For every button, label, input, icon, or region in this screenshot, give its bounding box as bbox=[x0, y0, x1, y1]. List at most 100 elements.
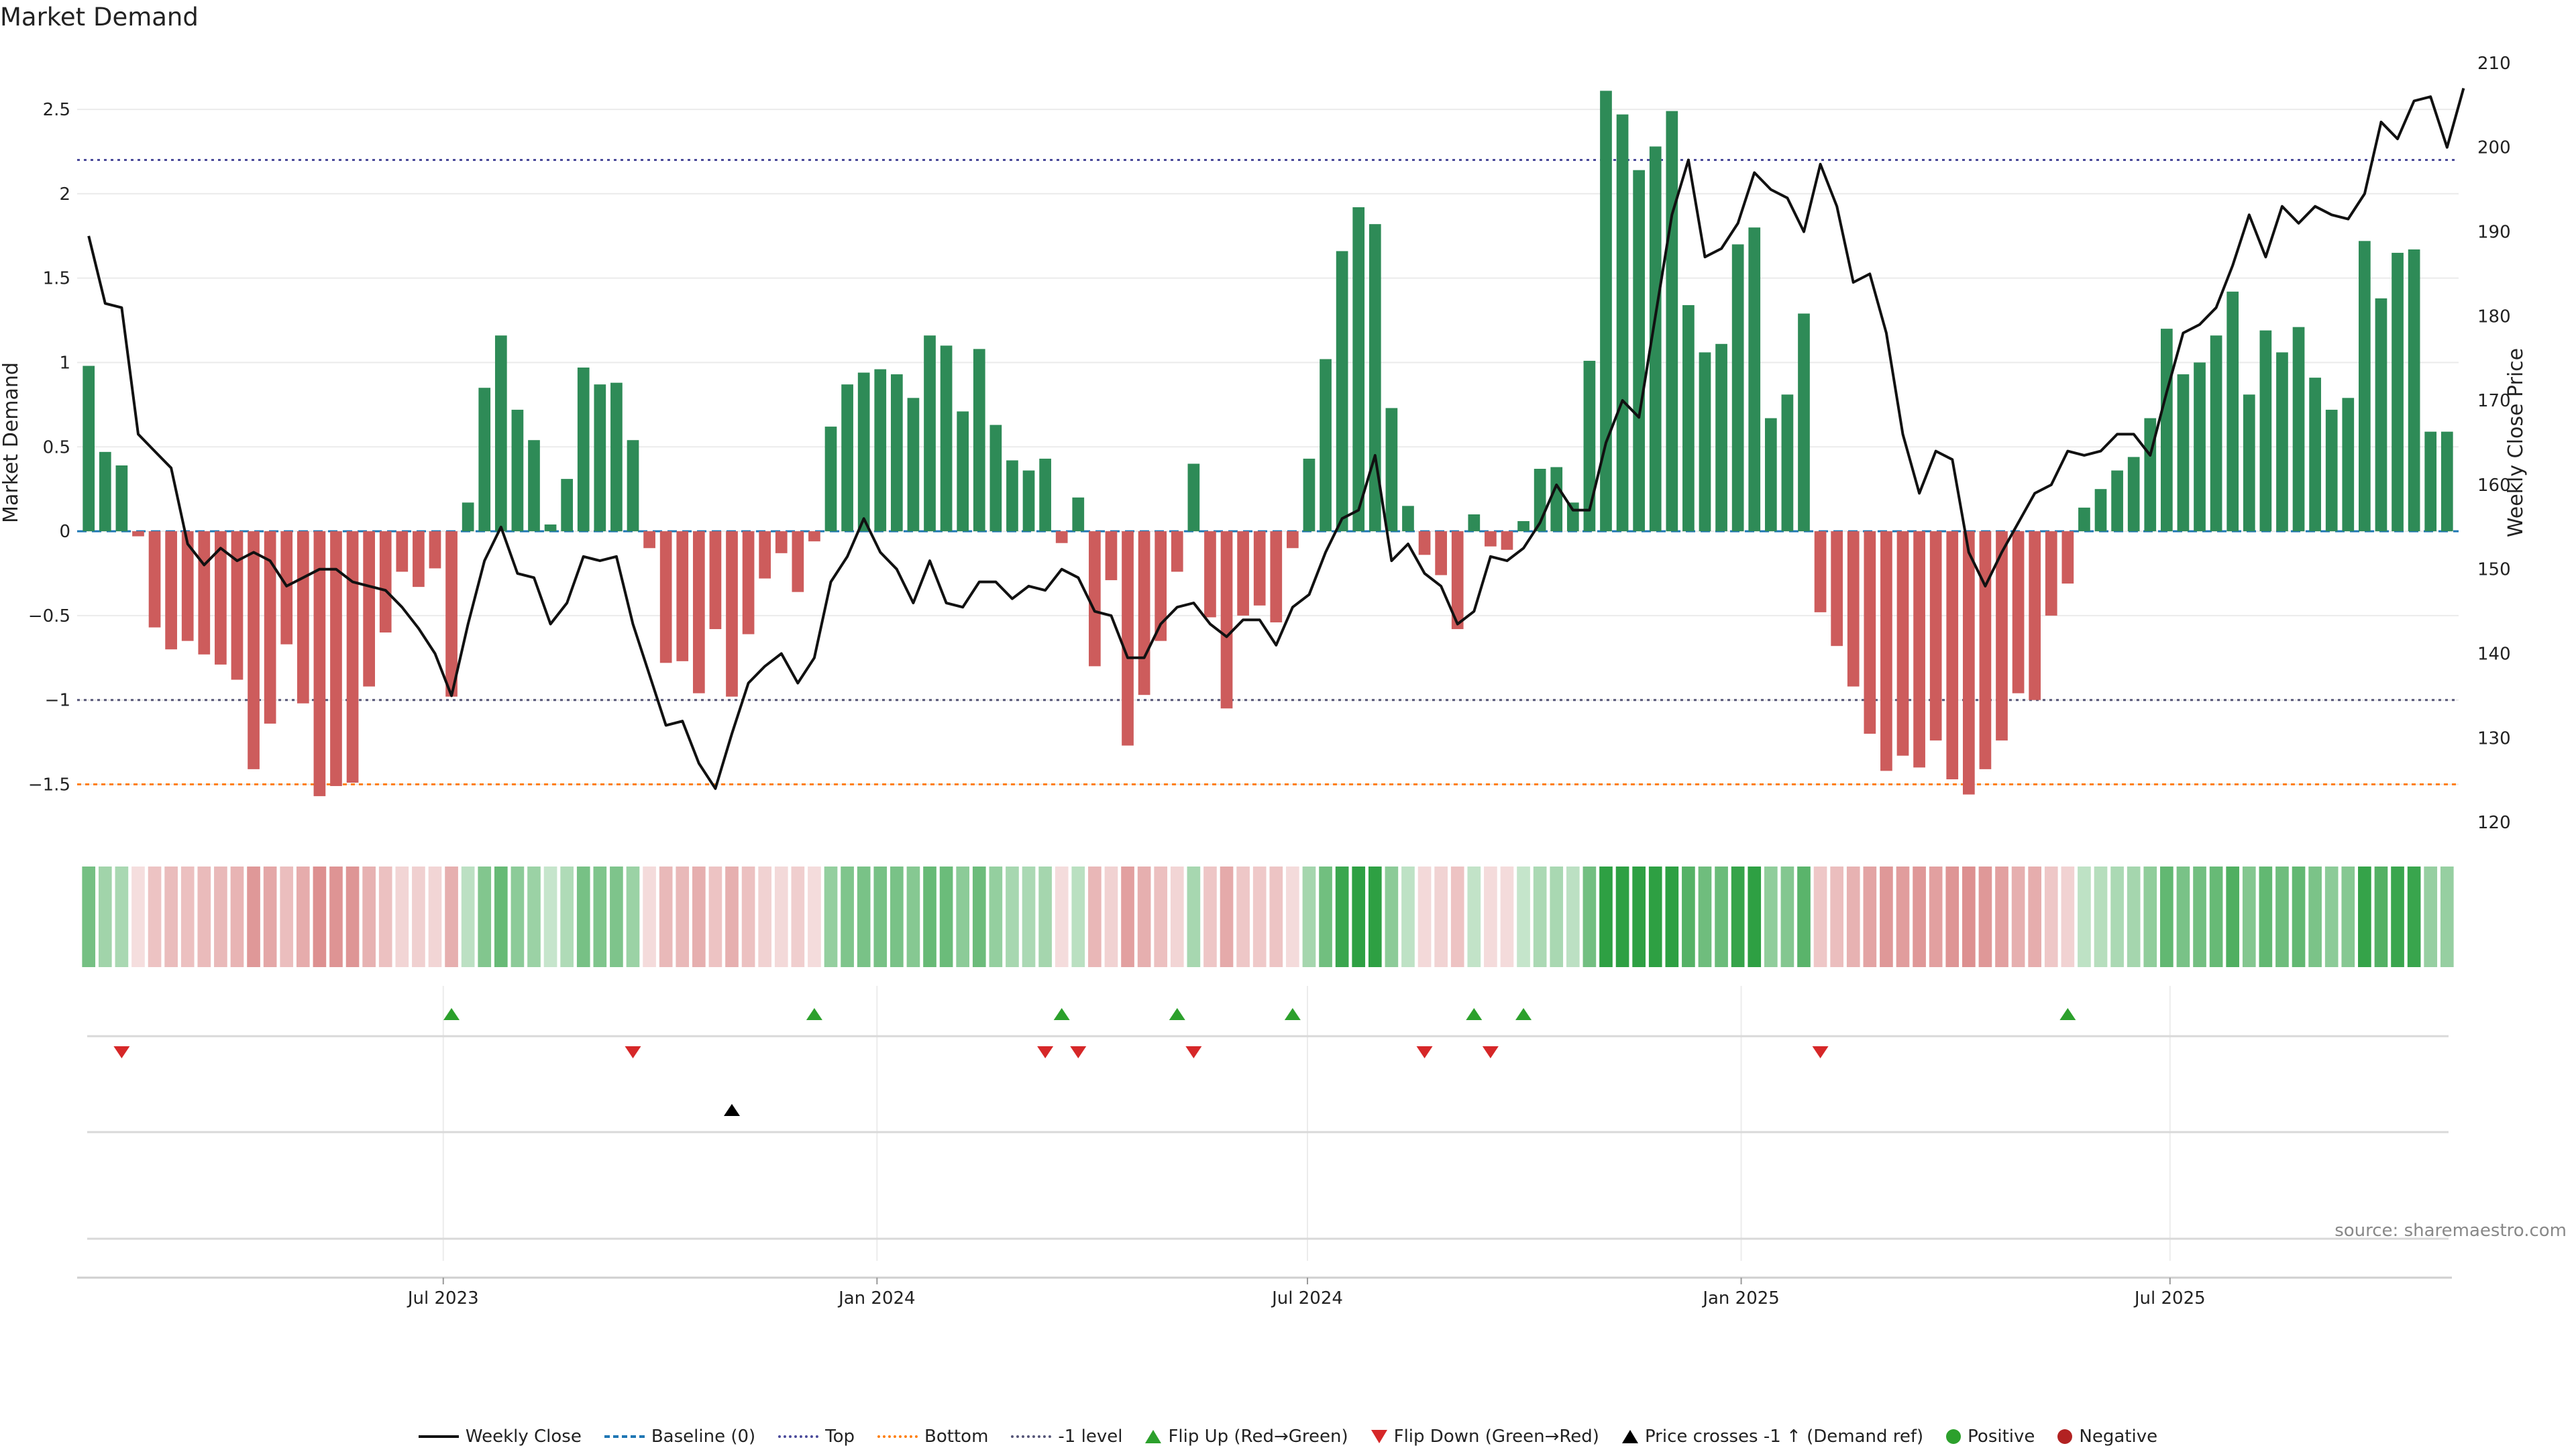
heat-cell bbox=[2011, 867, 2025, 967]
flip-up-marker bbox=[806, 1008, 822, 1020]
source-label: source: sharemaestro.com bbox=[2334, 1221, 2567, 1241]
demand-bar bbox=[1468, 514, 1481, 532]
demand-bar bbox=[1270, 531, 1283, 622]
y2-tick-label: 130 bbox=[2477, 728, 2511, 748]
heat-cell bbox=[395, 867, 409, 967]
demand-bar bbox=[1204, 531, 1216, 618]
price-line-layer bbox=[87, 88, 2465, 790]
heat-cell bbox=[2160, 867, 2174, 967]
heat-cell bbox=[2358, 867, 2371, 967]
demand-bar bbox=[890, 374, 903, 532]
heat-cell bbox=[1006, 867, 1019, 967]
demand-bar bbox=[198, 531, 211, 655]
legend-label: Weekly Close bbox=[465, 1427, 582, 1447]
heat-cell bbox=[428, 867, 442, 967]
demand-bar bbox=[280, 531, 293, 645]
heat-cell bbox=[593, 867, 607, 967]
heat-cell bbox=[1154, 867, 1168, 967]
x-axis: Jul 2023 Jan 2024 Jul 2024 Jan 2025 Jul 2025 bbox=[77, 1276, 2452, 1308]
demand-bar bbox=[2392, 252, 2404, 532]
y-tick-label: 1 bbox=[59, 353, 70, 373]
demand-bar bbox=[2440, 431, 2453, 532]
demand-bar bbox=[742, 531, 755, 634]
demand-bar bbox=[1896, 531, 1909, 756]
heat-cell bbox=[1945, 867, 1960, 967]
demand-bar bbox=[1320, 359, 1332, 532]
y2-axis-label: Weekly Close Price bbox=[2504, 348, 2528, 537]
y2-tick-label: 180 bbox=[2477, 306, 2511, 327]
heat-cell bbox=[1252, 867, 1267, 967]
demand-bar bbox=[1352, 207, 1365, 532]
heat-cell bbox=[1615, 867, 1629, 967]
demand-bar bbox=[2210, 335, 2222, 532]
flip-down-marker bbox=[1416, 1046, 1433, 1058]
heat-cell bbox=[1978, 867, 1992, 967]
demand-bar bbox=[478, 388, 491, 532]
demand-bar bbox=[2045, 531, 2057, 616]
legend-item-flip-up: Flip Up (Red→Green) bbox=[1145, 1427, 1348, 1447]
demand-bar bbox=[330, 531, 342, 787]
heat-cell bbox=[1467, 867, 1481, 967]
x-tick-label: Jul 2023 bbox=[407, 1288, 479, 1308]
demand-bar bbox=[132, 531, 144, 537]
demand-bar bbox=[1847, 531, 1860, 687]
legend-label: Baseline (0) bbox=[651, 1427, 756, 1447]
y2-tick-label: 140 bbox=[2477, 645, 2511, 665]
demand-bar bbox=[1814, 531, 1827, 612]
legend-item-negative: Negative bbox=[2057, 1427, 2157, 1447]
triangle-up-icon bbox=[1145, 1430, 1162, 1443]
heat-cell bbox=[362, 867, 376, 967]
heat-cell bbox=[1022, 867, 1036, 967]
reference-lines bbox=[77, 159, 2459, 786]
heat-cell bbox=[1550, 867, 1564, 967]
heat-cell bbox=[1286, 867, 1299, 967]
heat-cell bbox=[461, 867, 475, 967]
y2-tick-label: 170 bbox=[2477, 391, 2511, 411]
demand-bar bbox=[759, 531, 771, 579]
heat-cell bbox=[1088, 867, 1102, 967]
demand-bar bbox=[1368, 224, 1381, 532]
heat-cell bbox=[2094, 867, 2108, 967]
heat-cell bbox=[1797, 867, 1811, 967]
heat-cell bbox=[1846, 867, 1860, 967]
demand-bar bbox=[2259, 330, 2272, 532]
heat-cell bbox=[445, 867, 458, 967]
heat-cell bbox=[1220, 867, 1234, 967]
demand-bar bbox=[907, 398, 920, 532]
demand-bar bbox=[1616, 114, 1629, 532]
demand-bar bbox=[2276, 352, 2288, 532]
heat-cell bbox=[2440, 867, 2454, 967]
demand-bar bbox=[1715, 343, 1727, 532]
demand-bar bbox=[511, 409, 524, 532]
demand-heat-strip bbox=[82, 867, 2454, 967]
heat-cell bbox=[939, 867, 953, 967]
demand-bar bbox=[1913, 531, 1925, 768]
demand-bar bbox=[1072, 497, 1085, 532]
triangle-up-icon bbox=[1621, 1430, 1638, 1443]
demand-bar bbox=[561, 479, 574, 532]
heat-cell bbox=[1830, 867, 1843, 967]
heat-cell bbox=[1896, 867, 1910, 967]
heat-cell bbox=[2028, 867, 2042, 967]
demand-bar bbox=[692, 531, 705, 693]
demand-bar bbox=[824, 427, 837, 532]
flip-up-marker bbox=[1053, 1008, 1070, 1020]
heat-cell bbox=[1236, 867, 1250, 967]
demand-bar bbox=[1748, 227, 1761, 532]
price-line bbox=[87, 88, 2465, 790]
demand-bar bbox=[1402, 506, 1414, 532]
heat-cell bbox=[610, 867, 623, 967]
heat-cell bbox=[511, 867, 525, 967]
heat-cell bbox=[2374, 867, 2388, 967]
heat-cell bbox=[1995, 867, 2008, 967]
price-cross-marker bbox=[724, 1104, 741, 1116]
signal-markers bbox=[87, 1008, 2449, 1240]
demand-bar bbox=[1253, 531, 1266, 606]
demand-bar bbox=[1485, 531, 1497, 547]
demand-bar bbox=[1996, 531, 2008, 741]
heat-cell bbox=[1715, 867, 1728, 967]
flip-down-marker bbox=[113, 1046, 130, 1058]
heat-cell bbox=[1913, 867, 1926, 967]
heat-cell bbox=[2341, 867, 2355, 967]
demand-bar bbox=[494, 335, 507, 532]
